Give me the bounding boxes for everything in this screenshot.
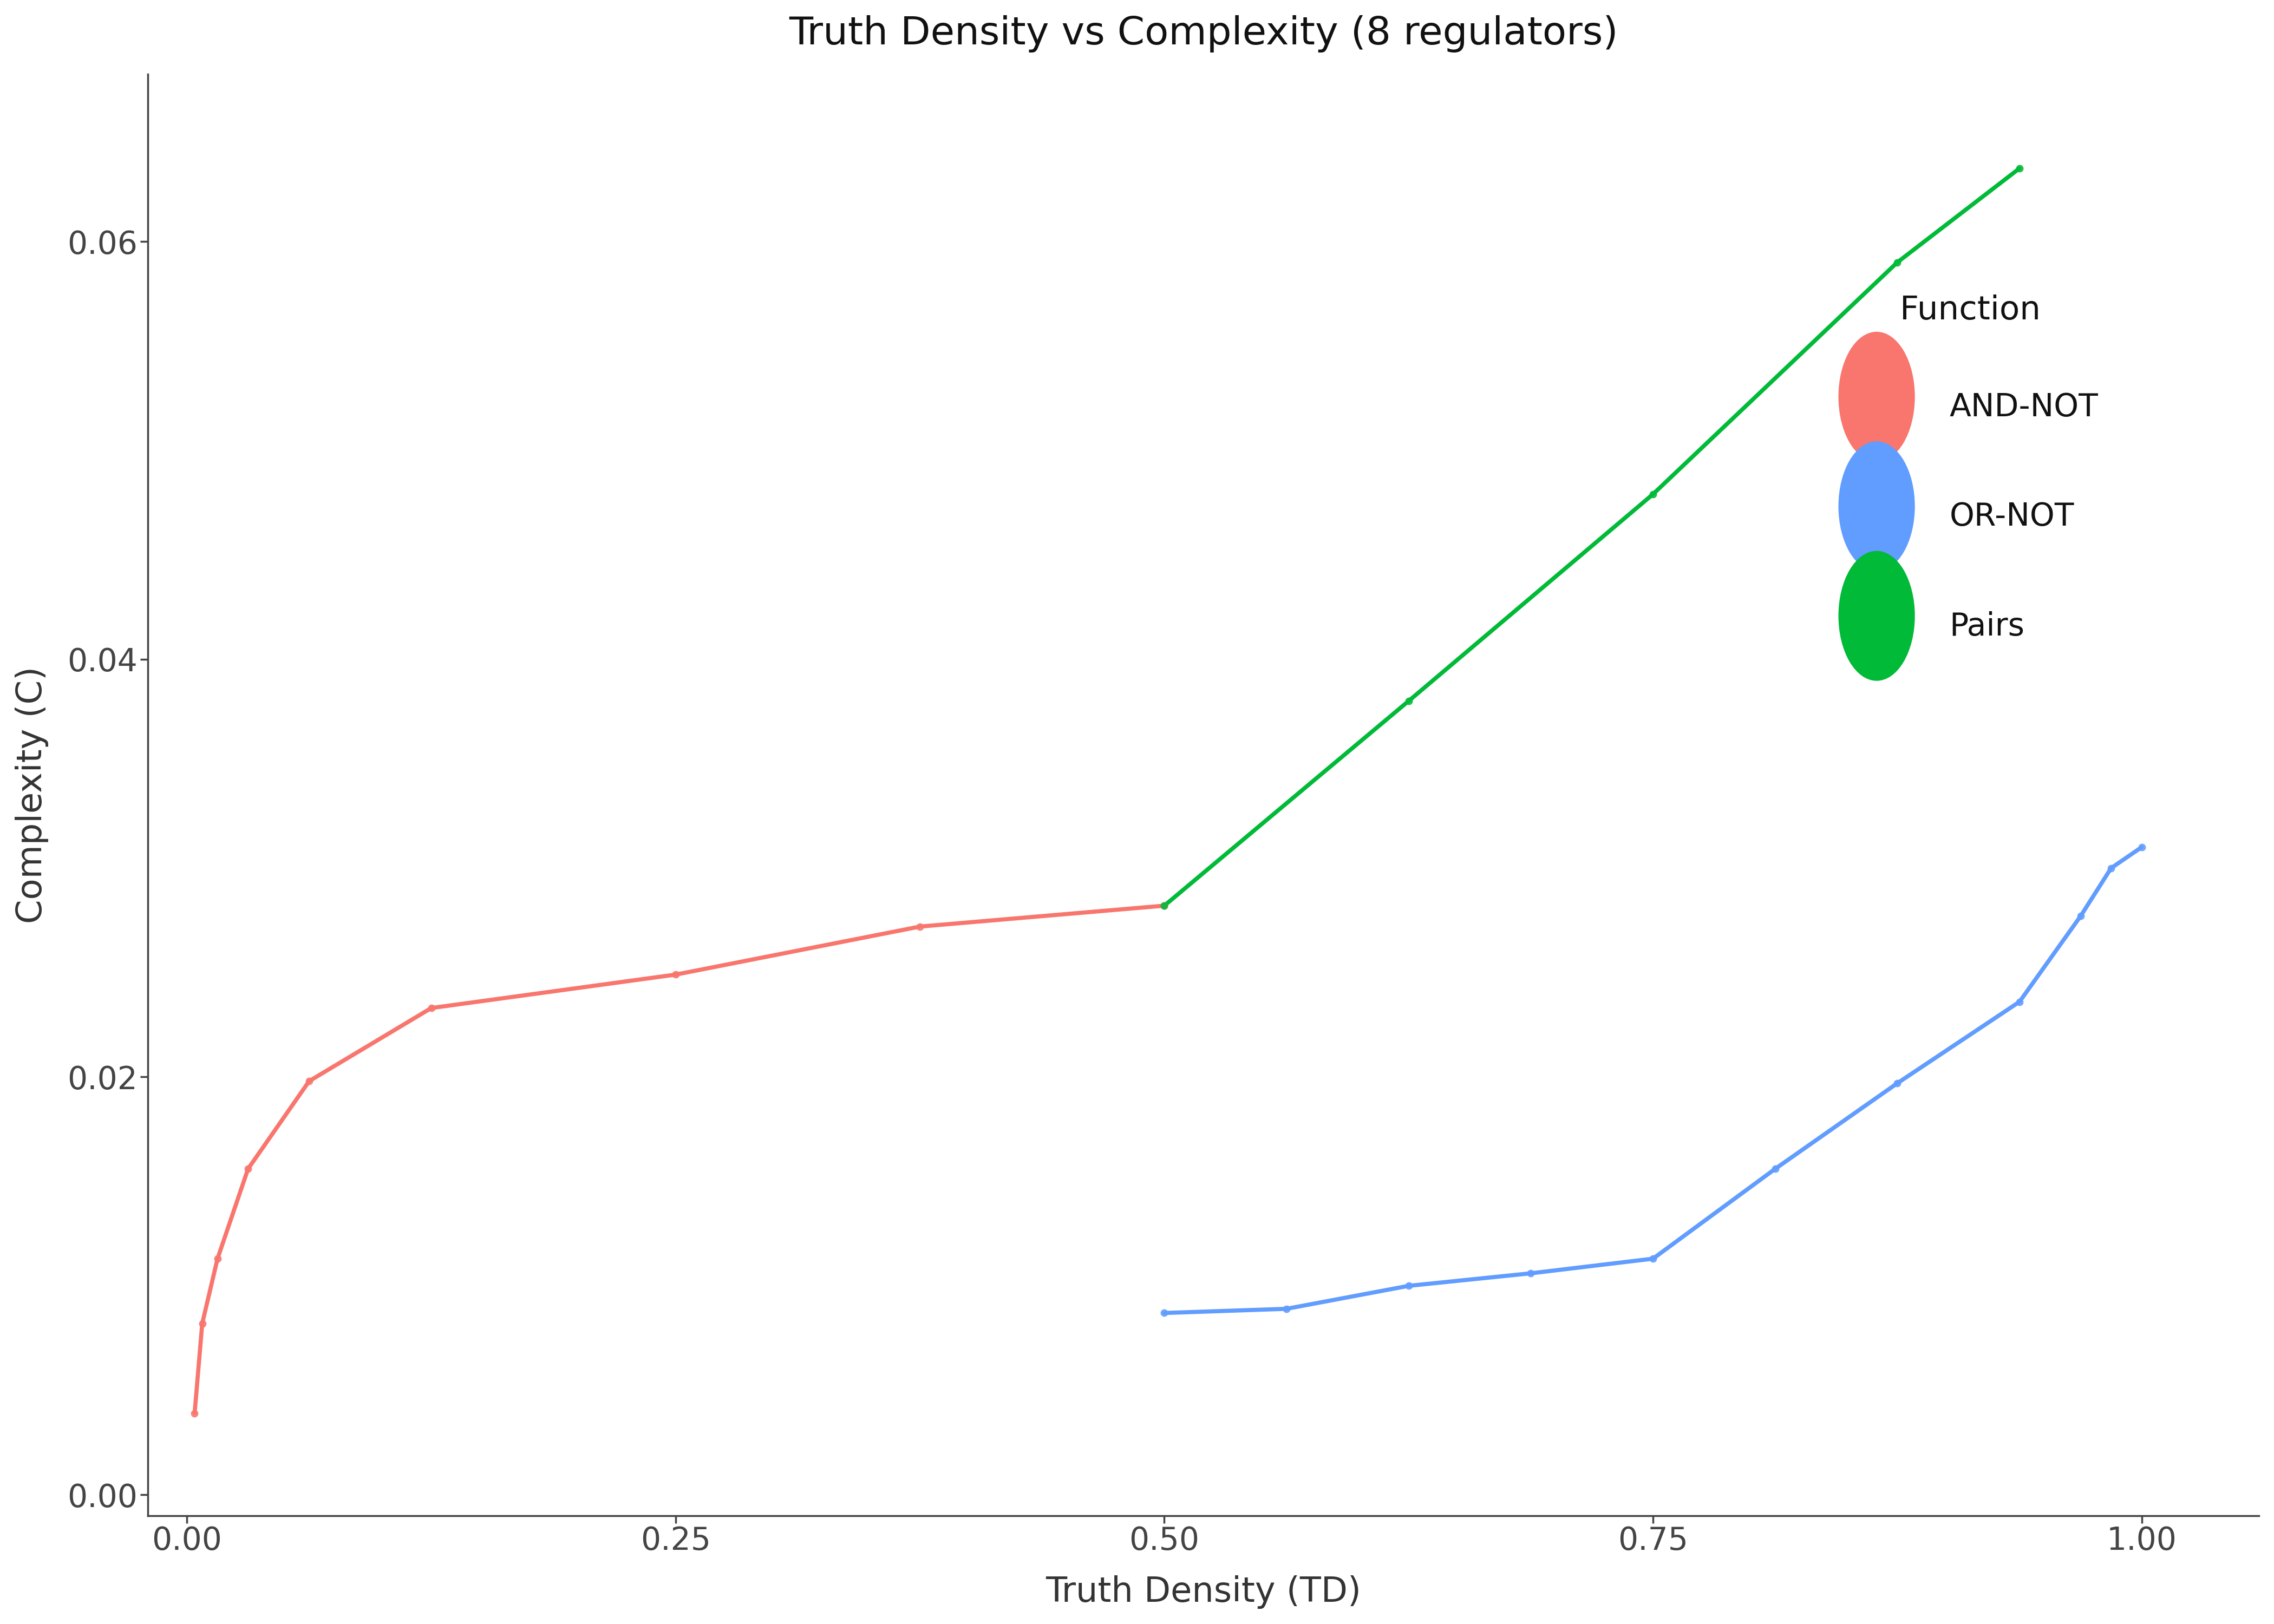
Point [1389,689,1426,715]
Point [1146,893,1182,919]
Point [177,1400,214,1426]
Point [2001,156,2038,182]
Title: Truth Density vs Complexity (8 regulators): Truth Density vs Complexity (8 regulator… [789,15,1619,52]
Point [657,961,694,987]
Point [2063,903,2099,929]
Point [1389,1273,1426,1299]
Point [2092,856,2128,882]
Point [1878,1070,1915,1096]
Point [1758,1156,1794,1182]
Point [184,1311,221,1337]
Point [1878,250,1915,276]
Point [1146,893,1182,919]
X-axis label: Truth Density (TD): Truth Density (TD) [1046,1575,1362,1609]
Point [903,914,939,940]
Point [1512,1260,1549,1286]
Point [1146,1299,1182,1325]
Point [2001,989,2038,1015]
Point [1635,1246,1671,1272]
Point [200,1246,236,1272]
Y-axis label: Complexity (C): Complexity (C) [16,666,48,924]
Point [1269,1296,1305,1322]
Legend: AND-NOT, OR-NOT, Pairs: AND-NOT, OR-NOT, Pairs [1810,263,2131,687]
Point [1635,481,1671,507]
Point [291,1069,327,1095]
Point [414,996,450,1021]
Point [2124,835,2160,861]
Point [230,1156,266,1182]
